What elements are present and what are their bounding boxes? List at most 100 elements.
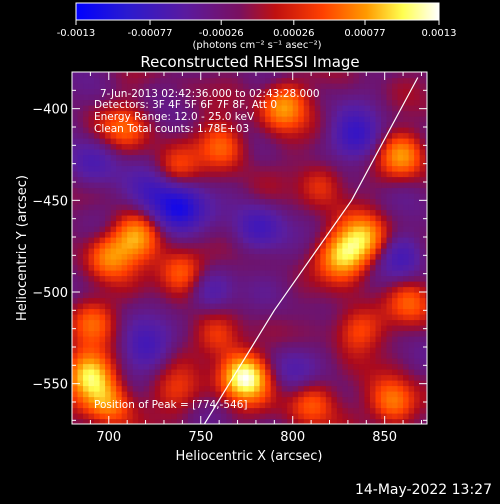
heatmap-cell xyxy=(94,160,101,167)
heatmap-cell xyxy=(165,347,172,354)
heatmap-cell xyxy=(94,132,101,139)
heatmap-cell xyxy=(182,171,189,178)
heatmap-cell xyxy=(419,143,426,150)
heatmap-cell xyxy=(154,374,161,381)
heatmap-cell xyxy=(77,385,84,392)
heatmap-cell xyxy=(105,319,112,326)
heatmap-cell xyxy=(375,143,382,150)
heatmap-cell xyxy=(414,209,421,216)
heatmap-cell xyxy=(116,231,123,238)
heatmap-cell xyxy=(182,248,189,255)
heatmap-cell xyxy=(287,380,294,387)
heatmap-cell xyxy=(353,319,360,326)
heatmap-cell xyxy=(243,94,250,101)
heatmap-cell xyxy=(386,143,393,150)
heatmap-cell xyxy=(265,352,272,359)
heatmap-cell xyxy=(358,402,366,409)
heatmap-cell xyxy=(116,182,123,189)
heatmap-cell xyxy=(314,330,321,337)
heatmap-cell xyxy=(254,303,261,310)
heatmap-cell xyxy=(303,105,310,112)
heatmap-cell xyxy=(105,242,112,249)
heatmap-cell xyxy=(364,314,371,321)
heatmap-cell xyxy=(386,253,393,260)
heatmap-cell xyxy=(160,264,167,271)
heatmap-cell xyxy=(72,336,79,343)
heatmap-cell xyxy=(187,132,194,139)
heatmap-cell xyxy=(314,352,321,359)
heatmap-cell xyxy=(298,132,305,139)
heatmap-cell xyxy=(292,336,299,343)
heatmap-cell xyxy=(99,121,106,128)
heatmap-cell xyxy=(220,138,228,145)
heatmap-cell xyxy=(287,413,294,420)
heatmap-cell xyxy=(198,363,206,370)
heatmap-cell xyxy=(105,209,112,216)
heatmap-cell xyxy=(160,226,167,233)
heatmap-cell xyxy=(314,248,321,255)
heatmap-cell xyxy=(127,165,134,172)
heatmap-cell xyxy=(209,369,217,376)
heatmap-cell xyxy=(408,396,415,403)
heatmap-cell xyxy=(220,352,228,359)
heatmap-cell xyxy=(386,226,393,233)
heatmap-cell xyxy=(193,149,200,156)
heatmap-cell xyxy=(72,116,79,123)
heatmap-cell xyxy=(237,132,244,139)
heatmap-cell xyxy=(298,220,305,227)
heatmap-cell xyxy=(149,215,156,222)
heatmap-cell xyxy=(132,352,139,359)
heatmap-cell xyxy=(226,176,233,183)
heatmap-cell xyxy=(77,132,84,139)
heatmap-cell xyxy=(215,402,222,409)
heatmap-cell xyxy=(342,242,349,249)
heatmap-cell xyxy=(414,264,421,271)
chart-title: Reconstructed RHESSI Image xyxy=(140,53,359,71)
heatmap-cell xyxy=(226,275,233,282)
heatmap-cell xyxy=(358,407,366,414)
heatmap-cell xyxy=(276,286,283,293)
heatmap-cell xyxy=(298,297,305,304)
heatmap-cell xyxy=(127,385,134,392)
heatmap-cell xyxy=(403,248,410,255)
heatmap-cell xyxy=(392,341,399,348)
heatmap-cell xyxy=(381,94,388,101)
heatmap-cell xyxy=(193,182,200,189)
heatmap-cell xyxy=(243,314,250,321)
heatmap-cell xyxy=(99,292,106,299)
heatmap-cell xyxy=(116,110,123,117)
annotation-clean: Clean Total counts: 1.78E+03 xyxy=(94,123,249,135)
heatmap-cell xyxy=(342,77,349,84)
heatmap-cell xyxy=(270,198,277,205)
heatmap-cell xyxy=(198,182,206,189)
heatmap-cell xyxy=(110,72,117,79)
heatmap-cell xyxy=(149,226,156,233)
heatmap-cell xyxy=(342,369,349,376)
heatmap-cell xyxy=(132,220,139,227)
heatmap-cell xyxy=(248,193,255,200)
heatmap-cell xyxy=(276,154,283,161)
heatmap-cell xyxy=(314,110,321,117)
heatmap-cell xyxy=(215,176,222,183)
heatmap-cell xyxy=(270,358,277,365)
heatmap-cell xyxy=(392,347,399,354)
heatmap-cell xyxy=(292,77,299,84)
heatmap-cell xyxy=(303,171,310,178)
heatmap-cell xyxy=(320,270,327,277)
heatmap-cell xyxy=(369,193,377,200)
heatmap-cell xyxy=(237,341,244,348)
heatmap-cell xyxy=(88,149,95,156)
heatmap-cell xyxy=(336,292,343,299)
heatmap-cell xyxy=(320,275,327,282)
heatmap-cell xyxy=(336,396,343,403)
heatmap-cell xyxy=(392,407,399,414)
heatmap-cell xyxy=(154,215,161,222)
heatmap-cell xyxy=(204,83,211,90)
heatmap-cell xyxy=(127,237,134,244)
heatmap-cell xyxy=(160,204,167,211)
heatmap-cell xyxy=(138,143,145,150)
heatmap-cell xyxy=(386,325,393,332)
heatmap-cell xyxy=(314,336,321,343)
heatmap-cell xyxy=(358,352,366,359)
heatmap-cell xyxy=(127,132,134,139)
